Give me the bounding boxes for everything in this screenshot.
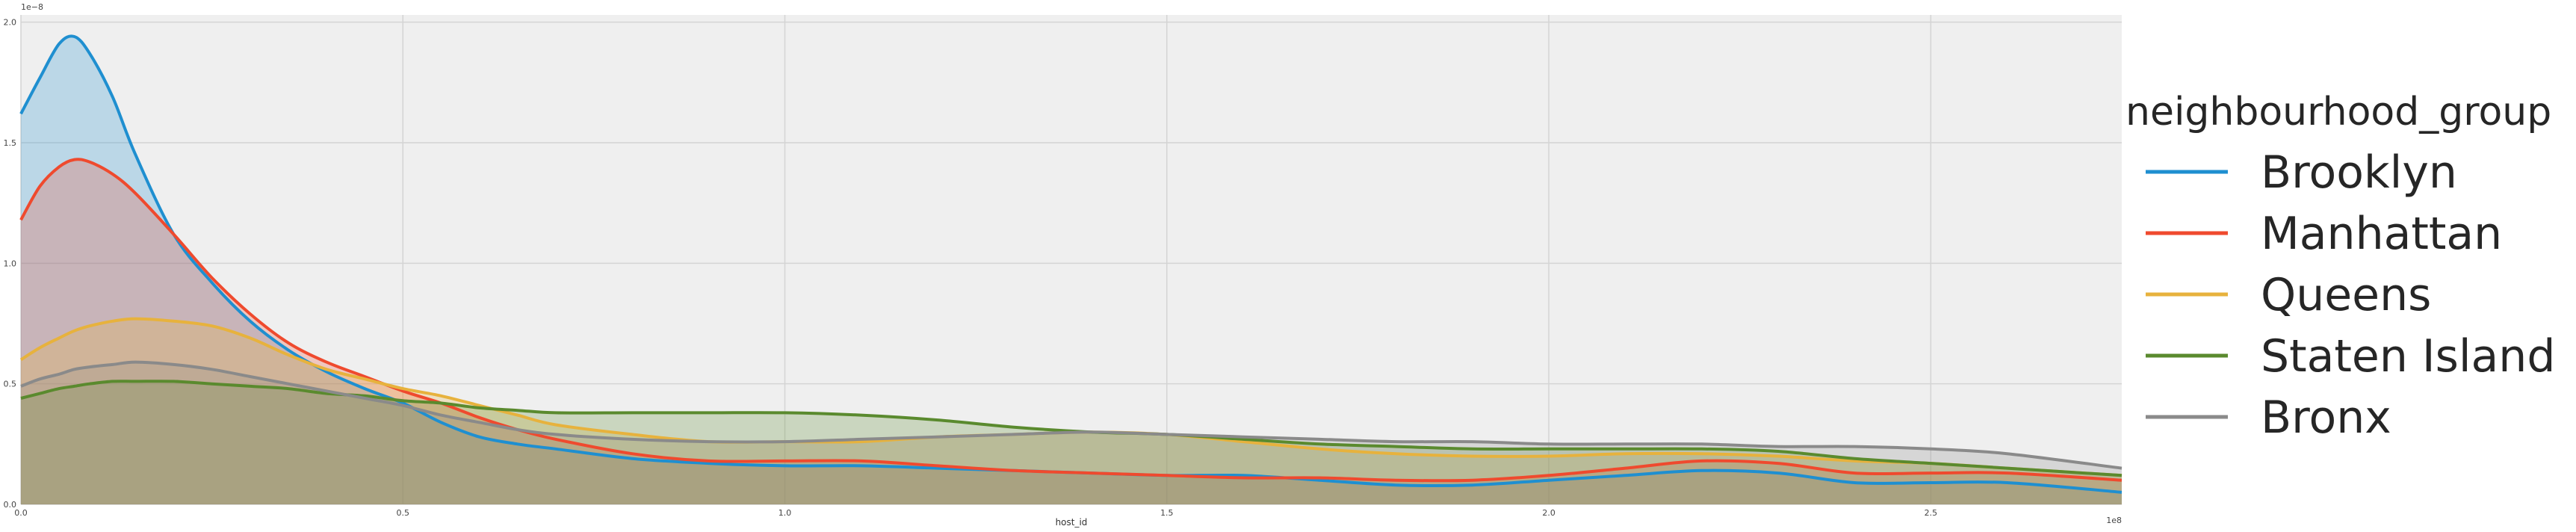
y-scale-label: 1e−8 [21,2,43,12]
legend-entry: Bronx [2261,392,2391,444]
x-tick-label: 0.5 [397,508,410,518]
x-tick-label: 2.5 [1925,508,1938,518]
area-staten-island [21,381,2122,504]
grid-lines [20,15,2122,505]
area-brooklyn [21,36,2122,504]
x-axis-label: host_id [1056,517,1088,528]
y-tick-label: 1.5 [4,138,17,148]
line-manhattan [19,158,2123,483]
line-bronx [20,360,2123,470]
legend-entry: Brooklyn [2261,146,2457,199]
line-brooklyn [19,34,2123,494]
legend-entry: Staten Island [2261,330,2555,383]
x-tick-label: 2.0 [1542,508,1555,518]
legend-entry: Manhattan [2261,208,2502,260]
y-tick-label: 0.5 [4,380,17,389]
x-tick-label: 1.0 [778,508,792,518]
density-lines [19,34,2123,494]
line-staten-island [20,380,2123,477]
x-tick-label: 1.5 [1160,508,1174,518]
x-scale-label: 1e8 [2106,516,2122,525]
plot-background [21,15,2122,504]
y-tick-label: 1.0 [4,259,17,268]
legend: neighbourhood_group Brooklyn Manhattan Que… [2125,90,2555,444]
y-tick-label: 0.0 [4,500,17,510]
legend-title: neighbourhood_group [2125,90,2551,134]
area-queens [21,318,2122,504]
x-axis-ticks: 0.0 0.5 1.0 1.5 2.0 2.5 [14,508,1937,518]
x-tick-label: 0.0 [14,508,28,518]
area-manhattan [21,159,2122,505]
legend-entry: Queens [2261,269,2431,321]
y-axis-ticks: 0.0 0.5 1.0 1.5 2.0 [4,18,17,510]
y-tick-label: 2.0 [4,18,17,28]
